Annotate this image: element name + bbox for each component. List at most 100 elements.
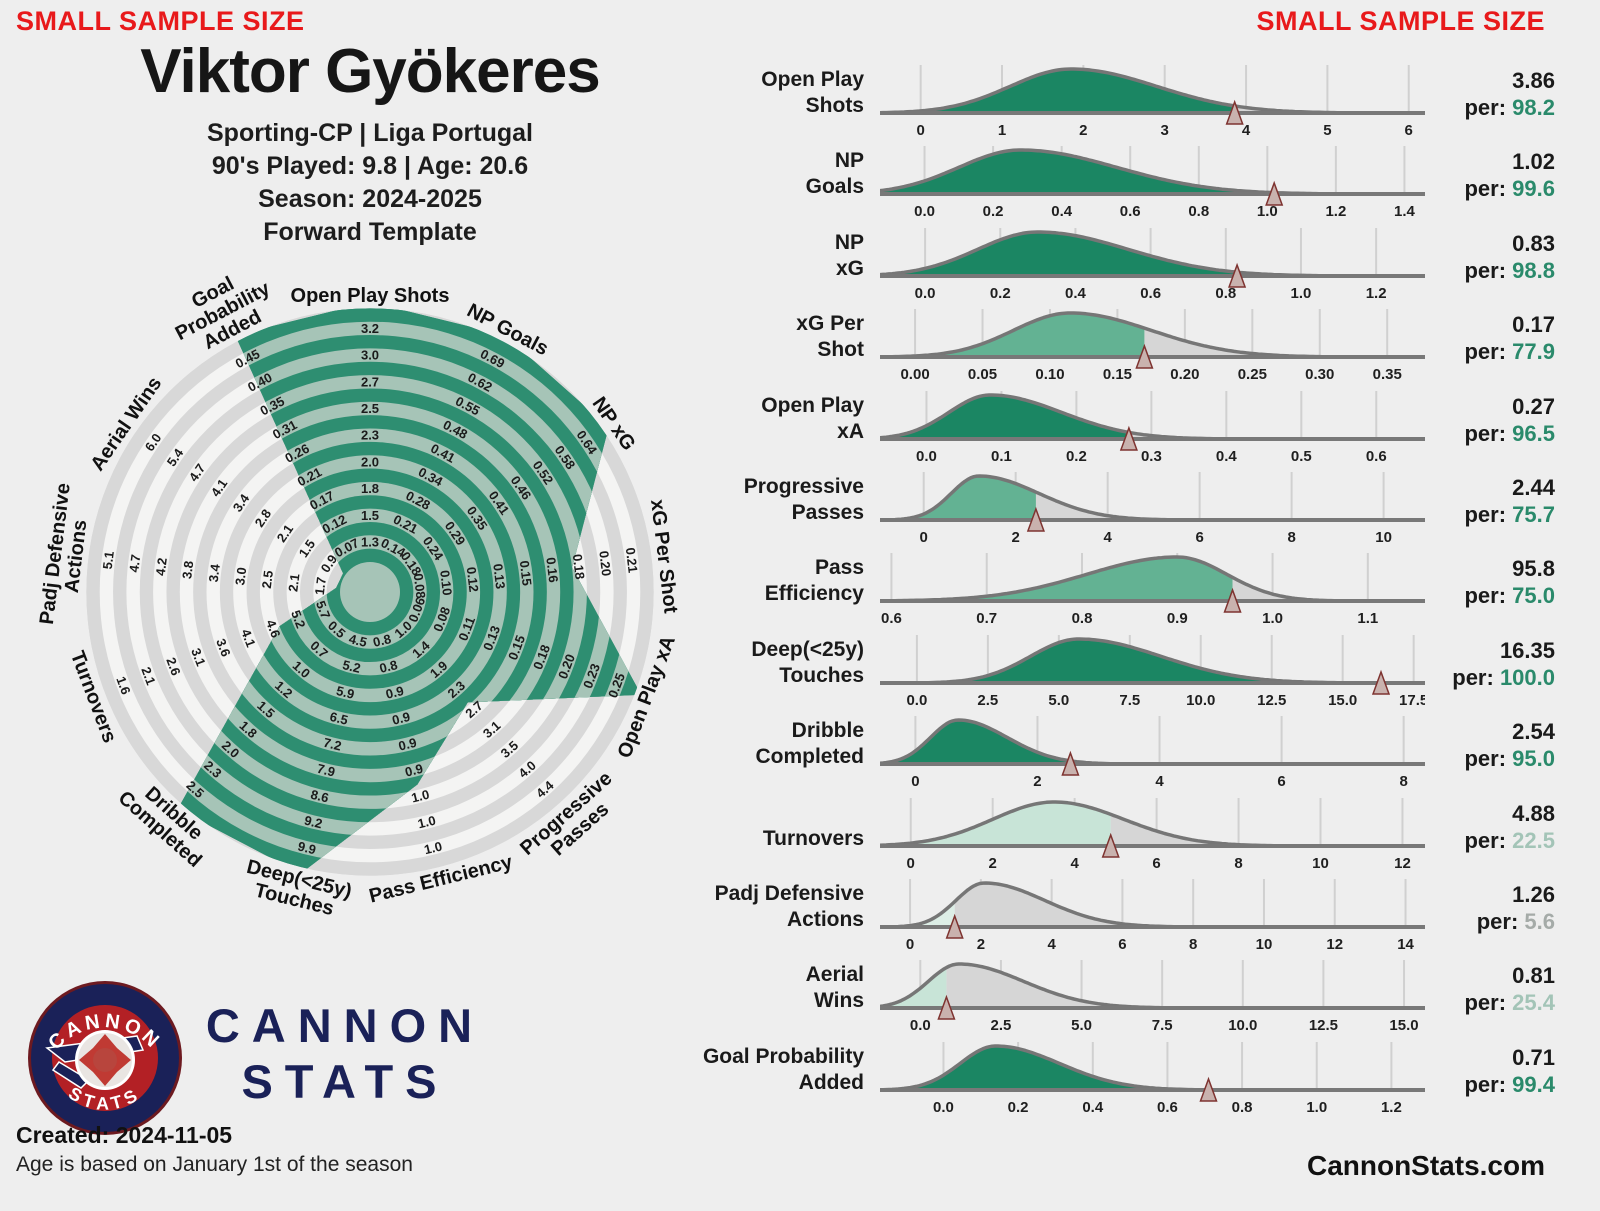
svg-text:0.4: 0.4 (1082, 1099, 1104, 1116)
minutes-age: 90's Played: 9.8 | Age: 20.6 (211, 152, 529, 180)
metric-value: 2.44 per: 75.7 (1464, 475, 1555, 527)
svg-text:12.5: 12.5 (1257, 692, 1286, 709)
kde-plot: 0 2 4 6 8 10 12 (880, 797, 1425, 872)
svg-text:0.20: 0.20 (596, 550, 614, 577)
metric-label: Deep(<25y) Touches (751, 637, 864, 687)
cannon-stats-wordmark: CANNON STATS (175, 998, 515, 1110)
svg-text:10.0: 10.0 (1228, 1017, 1257, 1034)
svg-text:0.15: 0.15 (517, 560, 535, 587)
svg-text:2.5: 2.5 (991, 1017, 1012, 1034)
svg-text:3.0: 3.0 (361, 348, 379, 363)
player-name: Viktor Gyökeres (140, 37, 600, 106)
metric-percentile: 95.0 (1512, 746, 1555, 772)
svg-text:0.9: 0.9 (391, 709, 412, 728)
player-value-marker (1119, 425, 1138, 451)
svg-text:2.1: 2.1 (138, 665, 158, 687)
svg-text:1.2: 1.2 (1381, 1099, 1402, 1116)
svg-text:8: 8 (1189, 936, 1197, 953)
svg-text:4.5: 4.5 (347, 631, 368, 650)
metric-value: 16.35 per: 100.0 (1452, 637, 1555, 690)
kde-row-open-play-shots: Open Play Shots 0 1 2 3 4 5 6 3.86 per: 98.2 (690, 57, 1570, 139)
svg-text:9.9: 9.9 (296, 838, 317, 857)
svg-text:0: 0 (911, 773, 919, 790)
metric-label: NP Goals (805, 149, 864, 199)
svg-text:0.6: 0.6 (881, 610, 902, 627)
svg-text:4: 4 (1103, 529, 1112, 546)
player-value-marker (1101, 832, 1120, 858)
svg-text:8: 8 (1287, 529, 1295, 546)
kde-plot: 0.0 2.5 5.0 7.5 10.0 12.5 15.0 (880, 960, 1425, 1034)
metric-percentile: 99.4 (1512, 1071, 1555, 1097)
small-sample-warning-right: SMALL SAMPLE SIZE (1256, 6, 1545, 36)
metric-value: 95.8 per: 75.0 (1464, 556, 1555, 609)
svg-text:1.7: 1.7 (312, 576, 329, 596)
svg-text:0.2: 0.2 (1008, 1099, 1029, 1116)
svg-text:4.6: 4.6 (263, 618, 283, 640)
svg-text:15.0: 15.0 (1328, 692, 1357, 709)
metric-label: xG Per Shot (796, 312, 864, 362)
metric-value: 0.17 per: 77.9 (1464, 312, 1555, 365)
svg-text:0.35: 0.35 (1373, 366, 1402, 383)
svg-text:5.1: 5.1 (100, 550, 117, 570)
svg-text:4: 4 (1242, 122, 1251, 139)
svg-text:4: 4 (1047, 936, 1056, 953)
svg-text:4: 4 (1155, 773, 1164, 790)
season: Season: 2024-2025 (258, 185, 482, 213)
svg-text:0.10: 0.10 (1035, 366, 1064, 383)
svg-text:5.0: 5.0 (1048, 692, 1069, 709)
svg-text:2.7: 2.7 (361, 374, 379, 389)
kde-plot: 0.0 2.5 5.0 7.5 10.0 12.5 15.0 17.5 (880, 634, 1425, 709)
metric-value: 1.26 per: 5.6 (1476, 882, 1555, 934)
metric-percentile: 5.6 (1524, 909, 1555, 934)
player-value-marker (937, 995, 956, 1021)
svg-text:0.0: 0.0 (916, 448, 937, 465)
svg-text:3.6: 3.6 (213, 636, 233, 658)
svg-text:0.8: 0.8 (1072, 610, 1093, 627)
svg-text:0.00: 0.00 (900, 366, 929, 383)
svg-text:1.0: 1.0 (423, 838, 444, 857)
metric-value: 2.54 per: 95.0 (1464, 719, 1555, 772)
svg-text:0.1: 0.1 (991, 448, 1012, 465)
metric-percentile: 77.9 (1512, 339, 1555, 365)
radar-axis-label: Open Play Shots (291, 285, 450, 307)
svg-text:3.2: 3.2 (361, 321, 379, 336)
svg-text:2: 2 (1079, 122, 1087, 139)
svg-text:0.05: 0.05 (968, 366, 997, 383)
metric-percentile: 25.4 (1512, 990, 1555, 1016)
kde-row-turnovers: Turnovers 0 2 4 6 8 10 12 4.88 per: 22.5 (690, 790, 1570, 872)
player-value-marker (1223, 588, 1242, 614)
site-url: CannonStats.com (1306, 1150, 1545, 1181)
kde-plot: 0 1 2 3 4 5 6 (880, 65, 1425, 139)
metric-label: NP xG (834, 230, 864, 280)
svg-text:2.5: 2.5 (259, 570, 276, 590)
svg-text:12: 12 (1326, 936, 1343, 953)
svg-text:0.25: 0.25 (1238, 366, 1267, 383)
metric-label: Open Play xA (761, 393, 864, 443)
svg-text:10: 10 (1375, 529, 1392, 546)
age-note: Age is based on January 1st of the seaso… (16, 1153, 413, 1176)
svg-text:12.5: 12.5 (1309, 1017, 1338, 1034)
svg-text:4.2: 4.2 (153, 557, 170, 577)
kde-plot: 0 2 4 6 8 10 (880, 472, 1425, 546)
metric-value: 0.81 per: 25.4 (1464, 963, 1555, 1016)
svg-text:0.6: 0.6 (1366, 448, 1387, 465)
svg-text:0.9: 0.9 (1167, 610, 1188, 627)
svg-text:1.2: 1.2 (1325, 203, 1346, 220)
metric-value: 4.88 per: 22.5 (1464, 800, 1555, 853)
metric-percentile: 22.5 (1512, 827, 1555, 853)
svg-text:0.4: 0.4 (1216, 448, 1238, 465)
kde-row-goal-probability-added: Goal Probability Added 0.0 0.2 0.4 0.6 0.8 1.0 1… (690, 1034, 1570, 1116)
svg-text:3.8: 3.8 (179, 560, 196, 580)
metric-value: 0.27 per: 96.5 (1464, 393, 1555, 446)
svg-text:2.5: 2.5 (361, 401, 379, 416)
player-value-marker (945, 913, 964, 939)
svg-text:5: 5 (1323, 122, 1331, 139)
svg-text:0.6: 0.6 (1157, 1099, 1178, 1116)
svg-text:0.9: 0.9 (384, 683, 405, 702)
svg-text:0.16: 0.16 (543, 556, 561, 583)
svg-text:2.3: 2.3 (361, 428, 379, 443)
svg-text:0.2: 0.2 (983, 203, 1004, 220)
svg-text:2.1: 2.1 (285, 573, 302, 593)
svg-text:0.12: 0.12 (464, 566, 482, 593)
